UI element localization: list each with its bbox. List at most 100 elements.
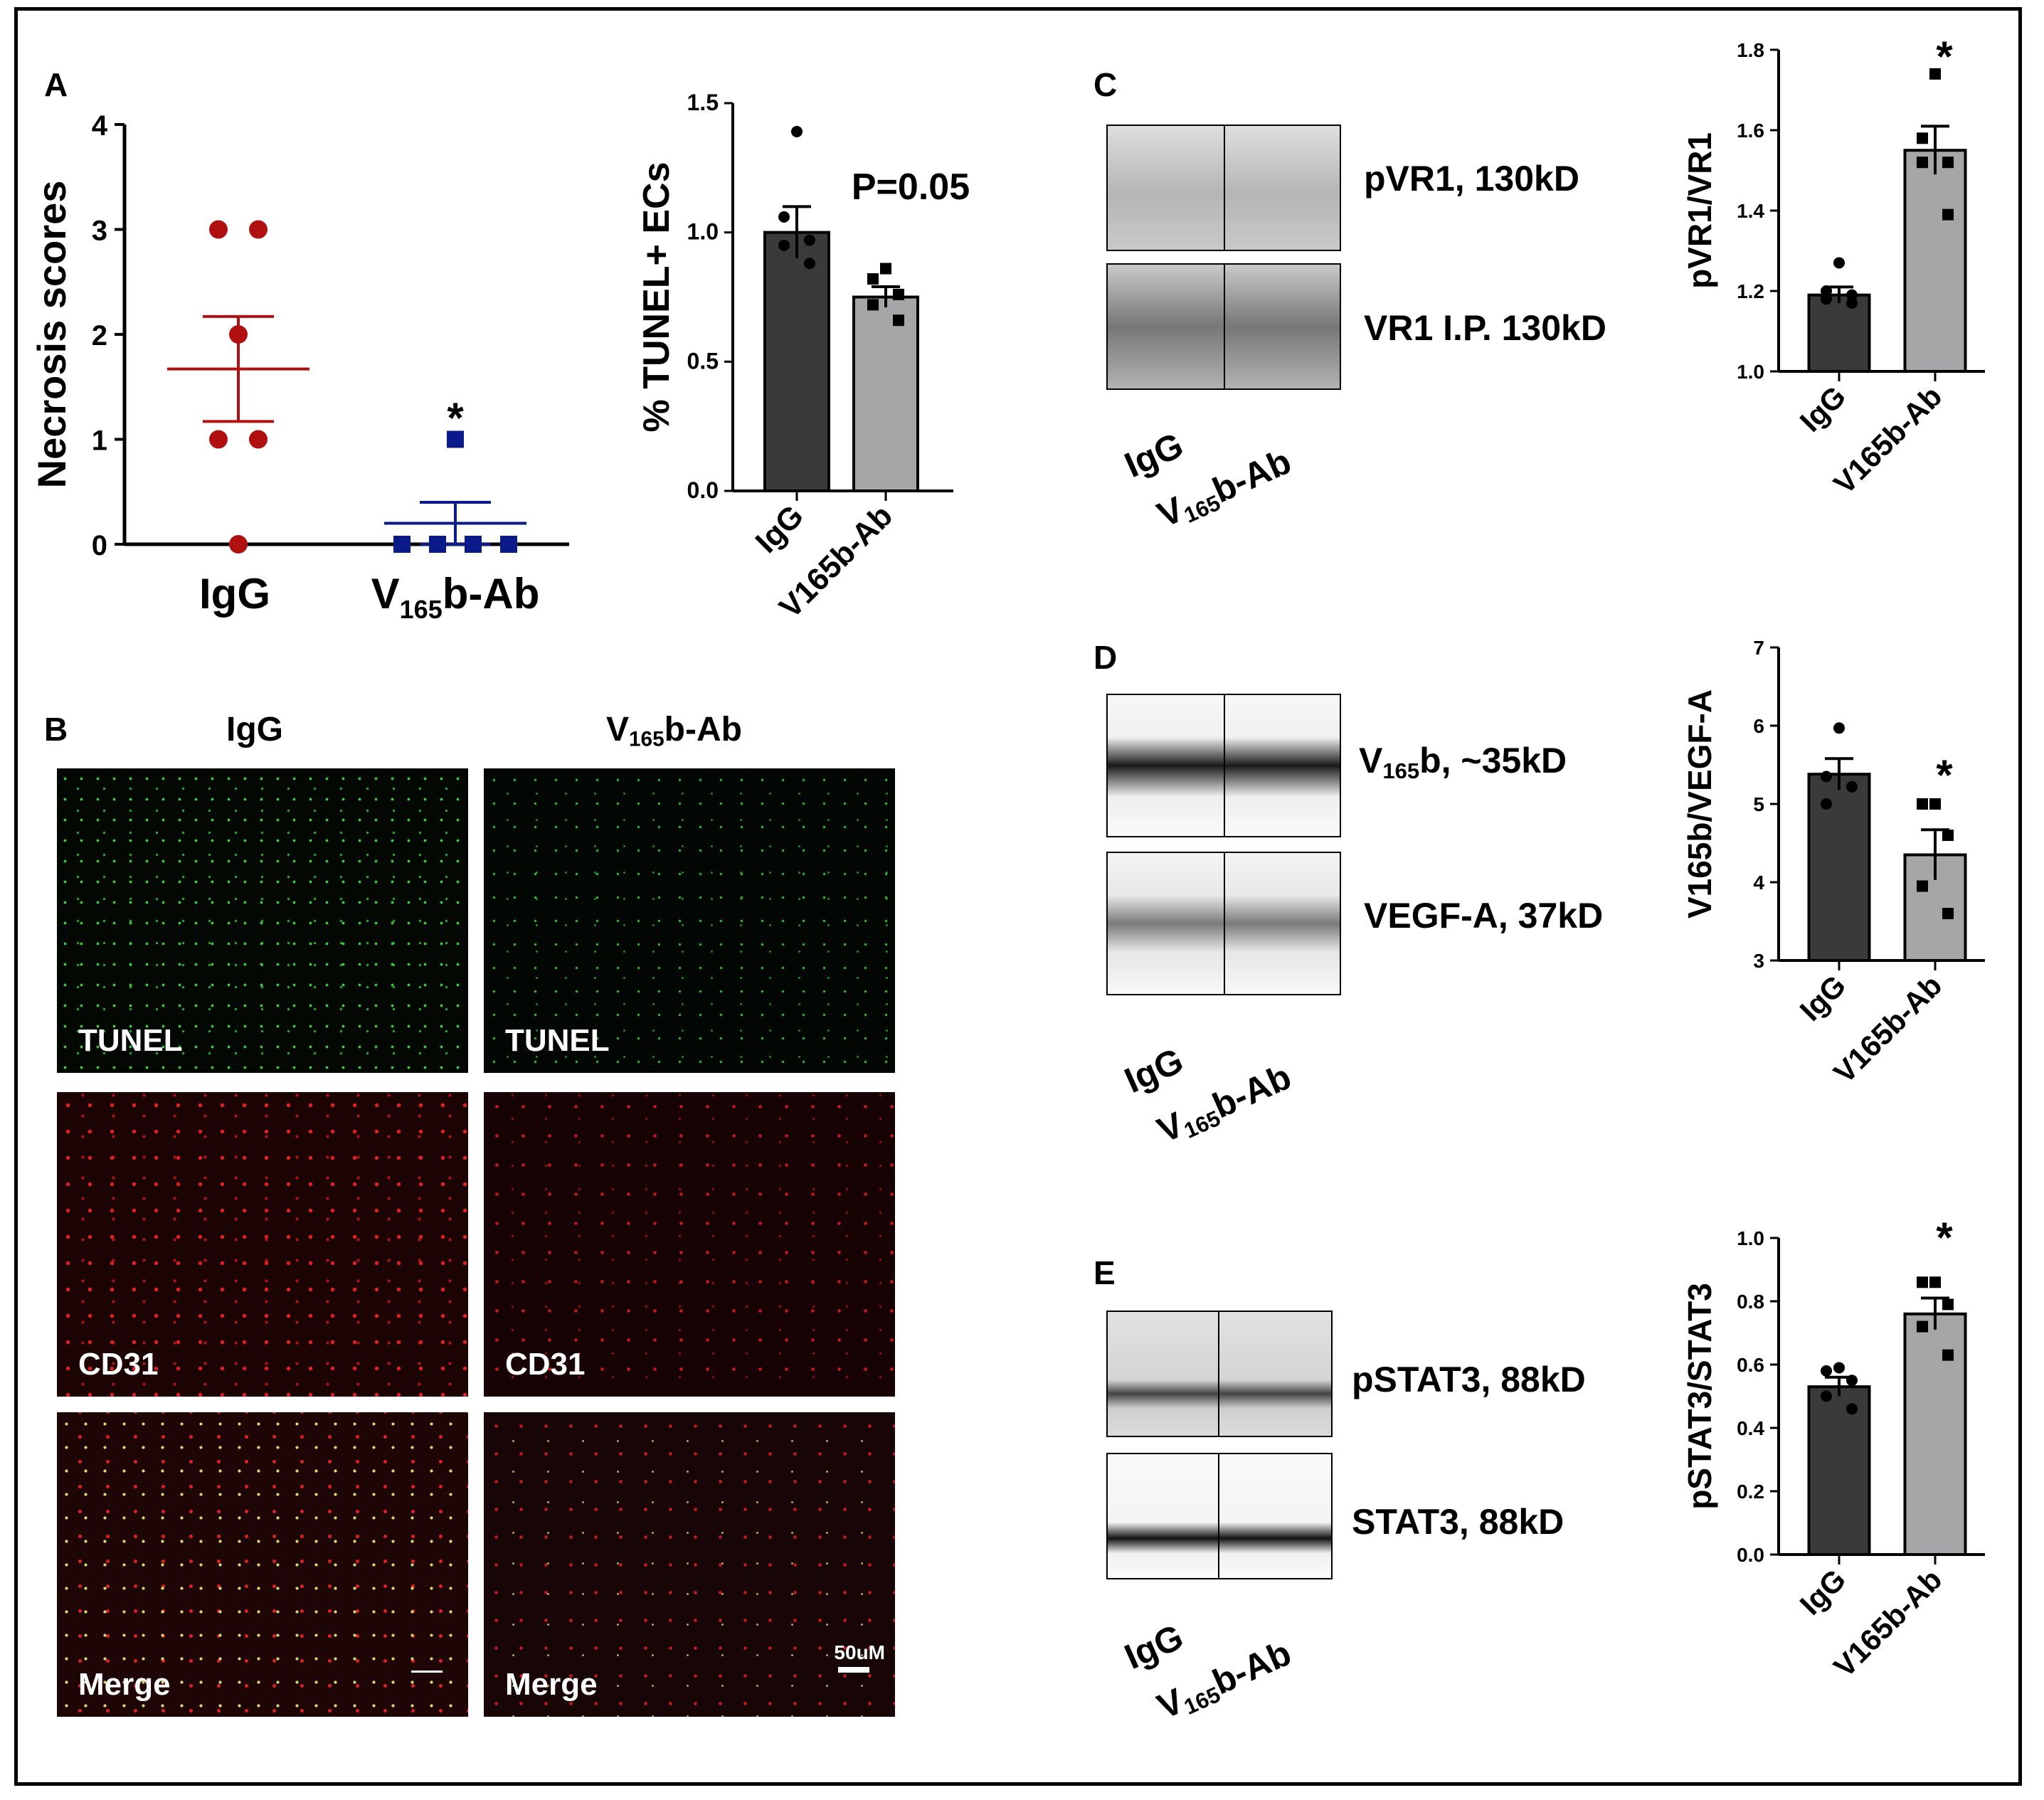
pstat3-bar-chart: 0.00.20.40.60.81.0pSTAT3/STAT3IgGV165b-A… (1681, 1214, 1985, 1683)
data-point (893, 314, 904, 327)
bar (1807, 773, 1871, 962)
micrograph-label: Merge (505, 1667, 598, 1702)
y-tick-label: 0.5 (687, 348, 719, 374)
data-point (1942, 908, 1954, 919)
y-tick-label: 0.0 (687, 477, 719, 503)
data-point (1942, 157, 1954, 169)
tunel-bar-chart: 0.00.51.01.5% TUNEL+ ECsIgGV165b-AbP=0.0… (636, 90, 970, 625)
micrograph-label: TUNEL (78, 1023, 183, 1058)
data-point (1821, 771, 1832, 783)
data-point (1846, 1375, 1858, 1387)
panel-label-d: D (1094, 639, 1118, 676)
data-point (1929, 1276, 1941, 1288)
necrosis-scatter-chart: 0 1 2 3 4 Necrosis scores IgG V165b-Ab * (29, 110, 569, 624)
significance-annotation: P=0.05 (852, 166, 970, 208)
y-tick-label: 2 (92, 320, 107, 351)
data-point (1917, 132, 1928, 144)
y-tick-label: 0.4 (1737, 1417, 1764, 1439)
y-tick-label: 1.5 (687, 90, 719, 115)
data-point (1942, 1349, 1954, 1361)
data-point (893, 288, 904, 300)
panel-label-e: E (1094, 1254, 1116, 1291)
scale-bar (411, 1671, 443, 1673)
figure-frame (14, 7, 2022, 1786)
y-tick-label: 0.6 (1737, 1354, 1764, 1376)
panel-label-a: A (44, 66, 68, 103)
blot-c-pvr1 (1106, 125, 1341, 251)
blot-c-bottom-label: VR1 I.P. 130kD (1364, 308, 1606, 348)
data-point (1833, 257, 1845, 269)
micrograph-label: Merge (78, 1667, 171, 1702)
y-tick-label: 0 (92, 530, 107, 561)
data-point (1846, 289, 1858, 301)
bar (1807, 293, 1871, 373)
y-tick-label: 4 (92, 110, 108, 142)
panel-b-col-v165b: V165b-Ab (606, 711, 742, 751)
data-point (1846, 780, 1858, 793)
y-axis-label: Necrosis scores (29, 181, 74, 489)
y-tick-label: 3 (92, 216, 107, 247)
y-tick-label: 1.0 (687, 219, 719, 245)
y-tick-label: 0.0 (1737, 1544, 1764, 1566)
y-tick-label: 1.2 (1737, 280, 1764, 302)
significance-annotation: * (1936, 1214, 1953, 1261)
data-point (867, 273, 879, 285)
y-tick-label: 1.4 (1737, 200, 1764, 222)
y-axis-label: V165b/VEGF-A (1681, 689, 1718, 918)
x-category-label: IgG (749, 498, 810, 559)
y-tick-label: 1.8 (1737, 39, 1764, 61)
data-point (1942, 1298, 1954, 1311)
panel-b-col-igg: IgG (226, 711, 283, 748)
micrograph-igg-tunel: TUNEL (57, 768, 468, 1073)
data-point (447, 430, 464, 448)
micrograph-igg-cd31: CD31 (57, 1092, 468, 1397)
data-point (778, 239, 790, 251)
bar (1807, 1385, 1871, 1556)
y-tick-label: 0.8 (1737, 1291, 1764, 1313)
data-point (778, 211, 790, 223)
data-point (1929, 68, 1941, 80)
micrograph-igg-merge: Merge (57, 1412, 468, 1717)
bar (852, 295, 919, 492)
data-point (804, 258, 815, 270)
data-point (1917, 1276, 1928, 1288)
micrograph-v165b-tunel: TUNEL (484, 768, 895, 1073)
y-tick-label: 1 (92, 425, 107, 457)
significance-annotation: * (1936, 751, 1953, 799)
bar (763, 231, 830, 493)
y-tick-label: 1.6 (1737, 120, 1764, 142)
data-point (1917, 798, 1928, 810)
scale-bar (838, 1667, 869, 1673)
blot-d-vegfa (1106, 852, 1341, 995)
micrograph-label: CD31 (505, 1347, 586, 1382)
data-point (1821, 293, 1832, 305)
panel-label-c: C (1094, 66, 1118, 103)
data-point (1821, 1390, 1832, 1402)
data-point (1821, 285, 1832, 297)
data-point (1846, 297, 1858, 309)
blot-d-bottom-label: VEGF-A, 37kD (1364, 896, 1604, 936)
data-point (1846, 1403, 1858, 1415)
data-point (209, 430, 228, 449)
y-axis-label: % TUNEL+ ECs (636, 162, 677, 433)
x-category-label: IgG (199, 570, 270, 618)
micrograph-v165b-cd31: CD31 (484, 1092, 895, 1397)
data-point (1833, 1362, 1845, 1374)
x-category-label: V165b-Ab (371, 570, 540, 624)
y-tick-label: 5 (1753, 793, 1764, 815)
data-point (249, 430, 268, 449)
micrograph-v165b-merge: Merge 50uM (484, 1412, 895, 1717)
y-tick-label: 1.0 (1737, 361, 1764, 383)
data-point (804, 234, 815, 246)
x-category-label: IgG (1794, 1562, 1853, 1621)
scale-bar-label: 50uM (834, 1641, 885, 1663)
data-point (1833, 722, 1845, 734)
data-point (1942, 208, 1954, 221)
data-point (880, 263, 891, 275)
y-tick-label: 3 (1753, 950, 1764, 972)
data-point (1929, 798, 1941, 810)
y-tick-label: 0.2 (1737, 1481, 1764, 1503)
bar (1903, 149, 1967, 373)
